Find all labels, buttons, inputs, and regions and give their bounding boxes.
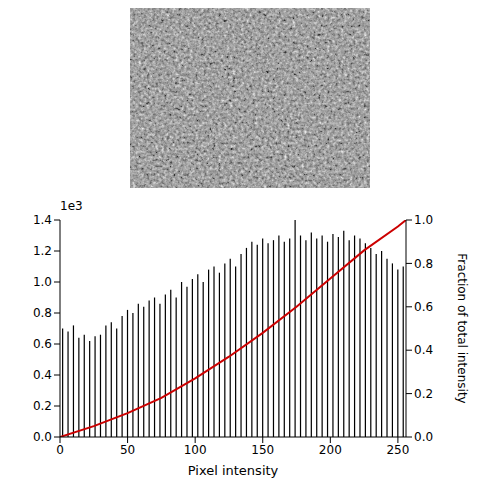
svg-text:0.8: 0.8	[33, 306, 52, 320]
svg-text:0.0: 0.0	[414, 430, 433, 444]
svg-text:0.4: 0.4	[33, 368, 52, 382]
svg-text:0.8: 0.8	[414, 257, 433, 271]
svg-text:0.6: 0.6	[33, 337, 52, 351]
svg-text:1.4: 1.4	[33, 213, 52, 227]
html-text:1e3: 1e3	[60, 199, 83, 213]
svg-text:Pixel intensity: Pixel intensity	[188, 463, 279, 478]
svg-text:0: 0	[56, 443, 64, 457]
svg-text:1.2: 1.2	[33, 244, 52, 258]
svg-text:1.0: 1.0	[33, 275, 52, 289]
svg-text:200: 200	[319, 443, 342, 457]
svg-text:0.2: 0.2	[414, 387, 433, 401]
svg-text:0.4: 0.4	[414, 343, 433, 357]
svg-text:0.0: 0.0	[33, 430, 52, 444]
svg-text:0.6: 0.6	[414, 300, 433, 314]
svg-text:100: 100	[184, 443, 207, 457]
svg-text:1.0: 1.0	[414, 213, 433, 227]
svg-text:Fraction of total intensity: Fraction of total intensity	[455, 253, 469, 403]
svg-text:250: 250	[386, 443, 409, 457]
svg-text:50: 50	[120, 443, 135, 457]
svg-text:0.2: 0.2	[33, 399, 52, 413]
svg-text:150: 150	[251, 443, 274, 457]
